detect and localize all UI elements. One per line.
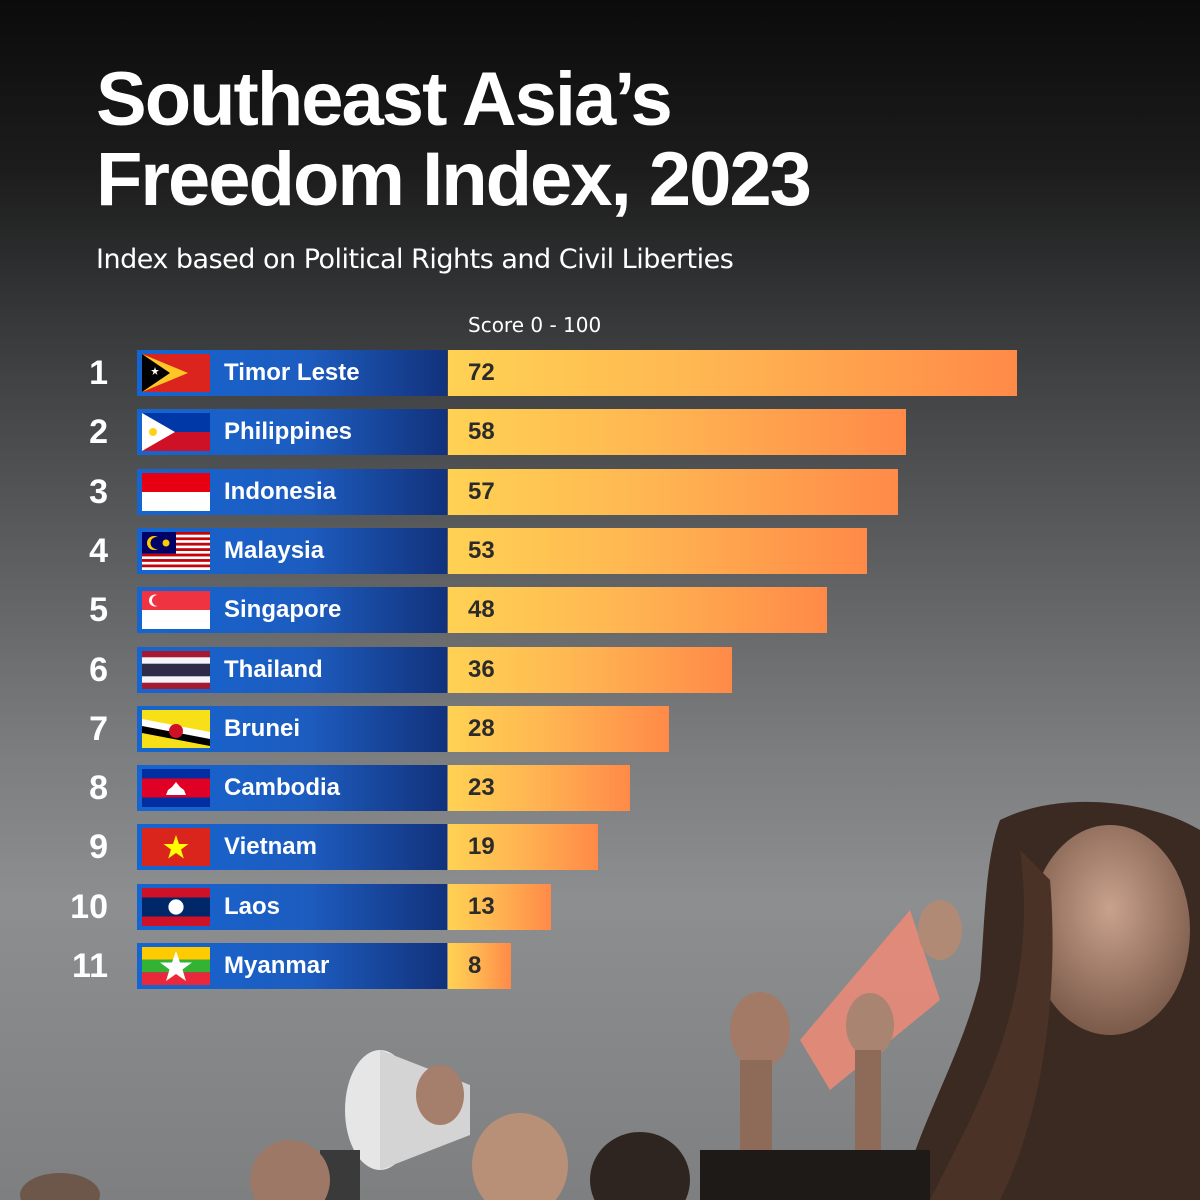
country-label-box: Thailand — [137, 646, 447, 693]
thailand-flag-icon — [142, 650, 210, 689]
category-label: Thailand — [224, 655, 323, 683]
chart-row: 5 Singapore 48 — [0, 587, 1200, 634]
category-label: Cambodia — [224, 774, 341, 802]
rank-label: 6 — [89, 650, 108, 689]
axis-label: Score 0 - 100 — [468, 313, 602, 337]
data-label: 19 — [468, 833, 495, 861]
data-label: 72 — [468, 359, 495, 386]
bar — [448, 883, 551, 930]
rank-label: 5 — [89, 591, 108, 630]
data-label: 58 — [468, 418, 495, 446]
bar — [448, 765, 630, 812]
laos-flag-icon — [142, 887, 210, 926]
country-label-box: Malaysia — [137, 527, 447, 574]
country-label-box: Vietnam — [137, 824, 447, 871]
data-label: 36 — [468, 655, 495, 683]
brunei-flag-icon — [142, 709, 210, 748]
data-label: 48 — [468, 596, 495, 624]
rank-label: 4 — [89, 531, 108, 570]
rank-label: 7 — [89, 709, 108, 748]
bar — [448, 943, 512, 989]
rank-label: 1 — [89, 354, 108, 392]
rank-label: 2 — [89, 413, 108, 452]
data-label: 53 — [468, 536, 495, 564]
malaysia-flag-icon — [142, 531, 210, 570]
rank-label: 9 — [89, 828, 108, 867]
myanmar-flag-icon — [142, 947, 210, 985]
singapore-flag-icon — [142, 591, 210, 630]
timor-leste-flag-icon — [142, 354, 210, 392]
country-label-box: Cambodia — [137, 765, 447, 812]
chart-row: 1 Timor Leste 72 — [0, 350, 1200, 396]
bar — [448, 409, 907, 456]
category-label: Philippines — [224, 418, 353, 446]
category-label: Brunei — [224, 714, 301, 742]
title-line-1: Southeast Asia’s — [96, 57, 673, 142]
chart-row: 4 Malaysia 53 — [0, 527, 1200, 574]
chart-row: 11 Myanmar 8 — [0, 943, 1200, 989]
rank-label: 11 — [72, 947, 108, 985]
chart-subtitle: Index based on Political Rights and Civi… — [96, 244, 734, 275]
data-label: 8 — [468, 952, 482, 979]
bar — [448, 527, 867, 574]
cambodia-flag-icon — [142, 769, 210, 808]
rank-label: 10 — [70, 887, 108, 926]
country-label-box: Philippines — [137, 409, 447, 456]
chart-row: 9 Vietnam 19 — [0, 824, 1200, 871]
data-label: 57 — [468, 477, 495, 505]
chart-row: 3 Indonesia 57 — [0, 468, 1200, 515]
philippines-flag-icon — [142, 413, 210, 452]
category-label: Laos — [224, 892, 281, 920]
data-label: 28 — [468, 714, 495, 742]
category-label: Vietnam — [224, 833, 317, 861]
bar — [448, 705, 670, 752]
rank-label: 8 — [89, 769, 108, 808]
country-label-box: Indonesia — [137, 468, 447, 515]
country-label-box: Laos — [137, 883, 447, 930]
chart-row: 6 Thailand 36 — [0, 646, 1200, 693]
country-label-box: Timor Leste — [137, 350, 447, 396]
country-label-box: Myanmar — [137, 943, 447, 989]
data-label: 13 — [468, 892, 495, 920]
country-label-box: Singapore — [137, 587, 447, 634]
category-label: Singapore — [224, 596, 342, 624]
bar — [448, 350, 1017, 396]
bar — [448, 468, 899, 515]
bar — [448, 824, 599, 871]
category-label: Malaysia — [224, 536, 325, 564]
chart-row: 2 Philippines 58 — [0, 409, 1200, 456]
vietnam-flag-icon — [142, 828, 210, 867]
title-line-2: Freedom Index, 2023 — [96, 137, 812, 222]
indonesia-flag-icon — [142, 472, 210, 511]
chart-row: 7 Brunei 28 — [0, 705, 1200, 752]
country-label-box: Brunei — [137, 705, 447, 752]
category-label: Timor Leste — [224, 359, 360, 386]
data-label: 23 — [468, 774, 495, 802]
bar — [448, 646, 733, 693]
bar — [448, 587, 828, 634]
chart-row: 8 Cambodia 23 — [0, 765, 1200, 812]
chart-title: Southeast Asia’s Freedom Index, 2023 — [96, 57, 812, 222]
category-label: Indonesia — [224, 477, 337, 505]
rank-label: 3 — [89, 472, 108, 511]
chart-row: 10 Laos 13 — [0, 883, 1200, 930]
category-label: Myanmar — [224, 952, 330, 979]
